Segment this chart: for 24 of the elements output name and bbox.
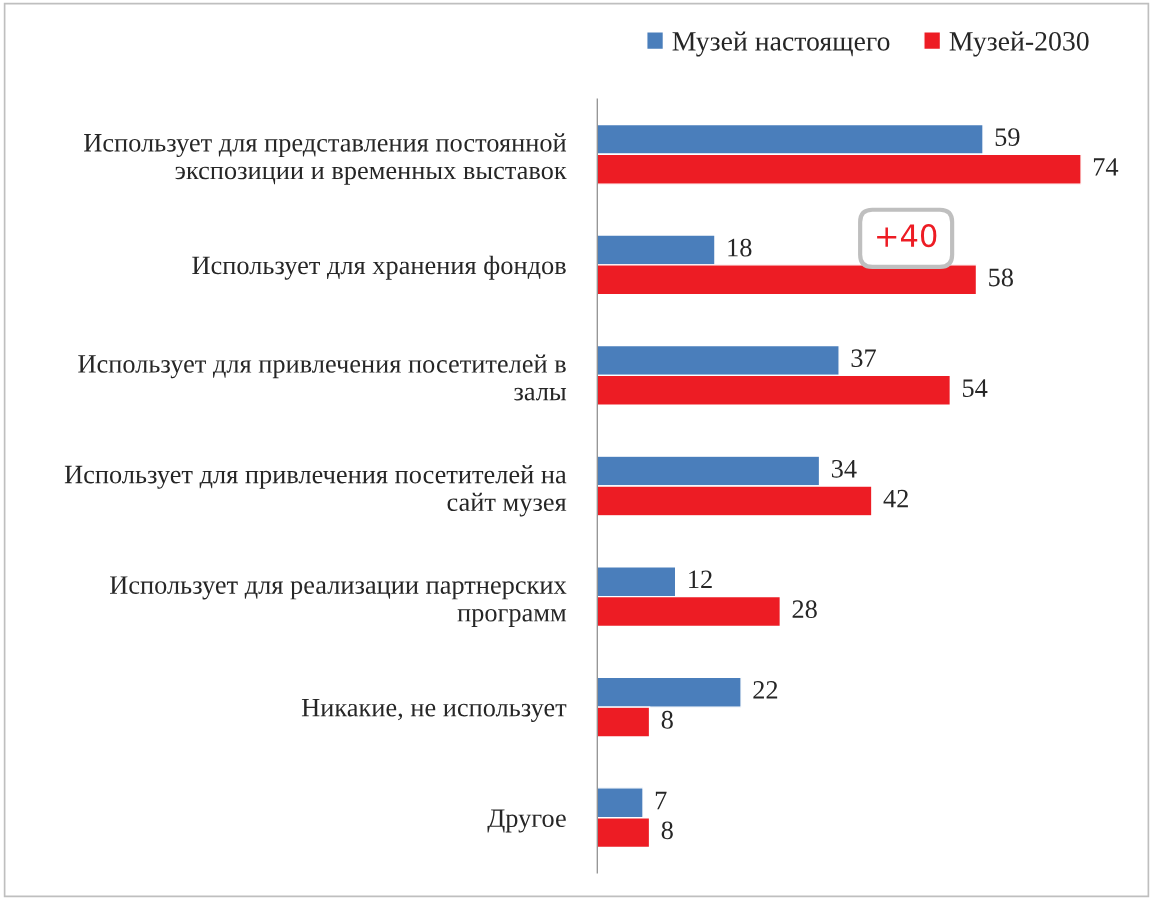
y-tick-label: Использует для хранения фондов bbox=[192, 255, 566, 280]
y-tick-label: Использует для представления постоянной экспозиции и временных выставок bbox=[84, 133, 567, 185]
annotation: +40 bbox=[877, 224, 937, 248]
data-label: 54 bbox=[962, 379, 988, 397]
legend-label: Музей настоящего bbox=[672, 31, 890, 57]
data-label: 34 bbox=[831, 459, 857, 478]
y-tick-label: Использует для привлечения посетителей на сайт музея bbox=[64, 465, 567, 517]
y-tick-label: Использует для реализации партнерских программ bbox=[110, 576, 567, 627]
data-label: 58 bbox=[989, 268, 1013, 287]
data-label: 28 bbox=[792, 600, 817, 619]
data-label: 12 bbox=[689, 570, 712, 588]
data-label: 74 bbox=[1093, 158, 1119, 176]
data-label: 8 bbox=[661, 821, 673, 840]
y-tick-label: Никакие, не использует bbox=[301, 698, 567, 722]
data-label: 22 bbox=[753, 681, 778, 699]
y-tick-label: Использует для привлечения посетителей в залы bbox=[78, 354, 567, 401]
data-label: 59 bbox=[995, 128, 1020, 146]
data-label: 42 bbox=[883, 489, 908, 508]
data-label: 37 bbox=[851, 349, 876, 368]
data-label: 8 bbox=[661, 710, 673, 729]
data-label: 7 bbox=[655, 791, 667, 810]
data-label: 18 bbox=[728, 238, 752, 257]
legend-label: Музей-2030 bbox=[949, 31, 1089, 57]
y-tick-label: Другое bbox=[487, 809, 566, 833]
